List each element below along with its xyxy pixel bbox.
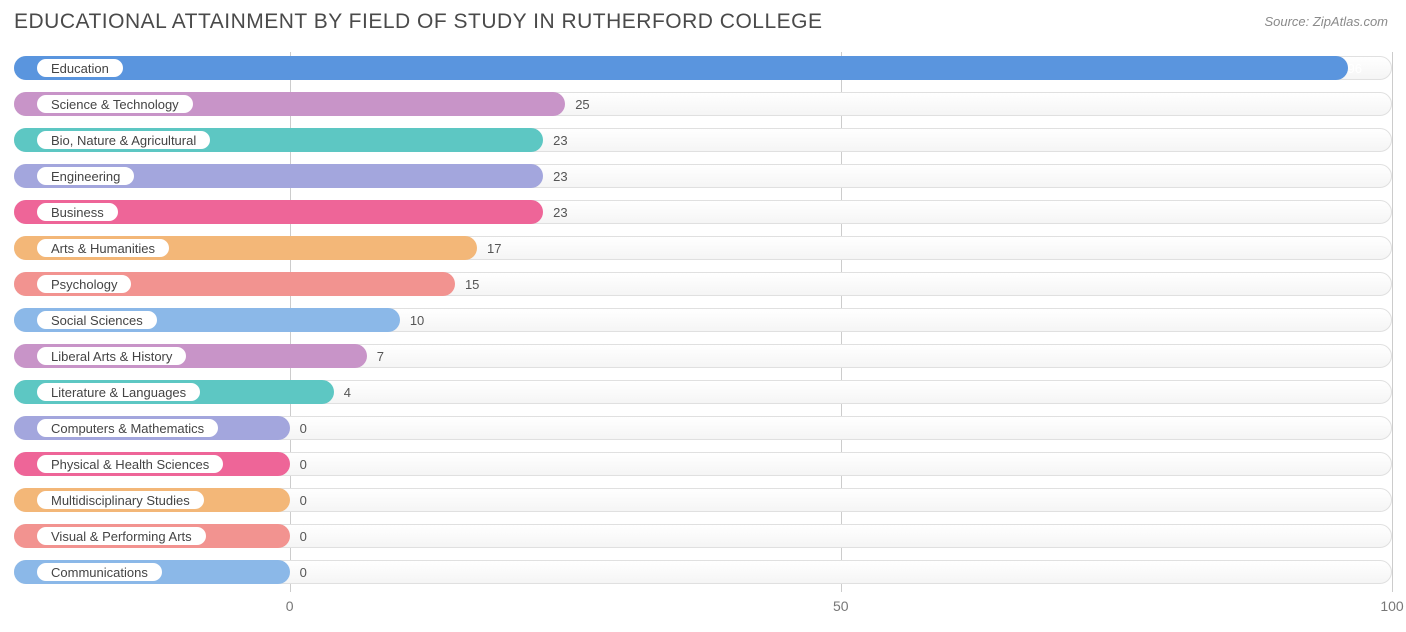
bar-value: 25 [575,88,589,120]
x-axis-tick: 50 [833,598,849,614]
bar-value: 23 [553,160,567,192]
x-axis: 050100 [14,594,1392,622]
bar-label: Bio, Nature & Agricultural [36,130,211,150]
bar-value: 0 [300,520,307,552]
bar-label: Education [36,58,124,78]
bar-label: Communications [36,562,163,582]
bar-label: Engineering [36,166,135,186]
bar-label: Arts & Humanities [36,238,170,258]
bar-value: 17 [487,232,501,264]
bar-row: Computers & Mathematics 0 [14,412,1392,444]
bar-value: 10 [410,304,424,336]
bar-value: 7 [377,340,384,372]
chart-source: Source: ZipAtlas.com [1264,14,1388,29]
bar-row: Literature & Languages 4 [14,376,1392,408]
bar-fill [14,56,1348,80]
bar-label: Science & Technology [36,94,194,114]
bar-row: Communications 0 [14,556,1392,588]
chart-header: EDUCATIONAL ATTAINMENT BY FIELD OF STUDY… [0,0,1406,40]
bar-row: Bio, Nature & Agricultural 23 [14,124,1392,156]
bar-row: Physical & Health Sciences 0 [14,448,1392,480]
gridline [1392,52,1393,592]
bar-row: Visual & Performing Arts 0 [14,520,1392,552]
x-axis-tick: 0 [286,598,294,614]
bar-value: 0 [300,412,307,444]
bar-row: Liberal Arts & History 7 [14,340,1392,372]
chart-plot: Education 96 Science & Technology 25 Bio, Na… [14,52,1392,592]
bar-value: 23 [553,196,567,228]
bar-label: Visual & Performing Arts [36,526,207,546]
bar-value: 4 [344,376,351,408]
bar-row: Psychology 15 [14,268,1392,300]
bar-value: 23 [553,124,567,156]
bar-row: Multidisciplinary Studies 0 [14,484,1392,516]
bar-row: Science & Technology 25 [14,88,1392,120]
x-axis-tick: 100 [1380,598,1403,614]
bar-value: 0 [300,484,307,516]
chart-title: EDUCATIONAL ATTAINMENT BY FIELD OF STUDY… [14,10,823,34]
bar-label: Social Sciences [36,310,158,330]
bar-label: Liberal Arts & History [36,346,187,366]
bar-row: Education 96 [14,52,1392,84]
bar-label: Computers & Mathematics [36,418,219,438]
bar-value: 15 [465,268,479,300]
bar-label: Physical & Health Sciences [36,454,224,474]
bar-row: Business 23 [14,196,1392,228]
bar-row: Engineering 23 [14,160,1392,192]
chart-area: Education 96 Science & Technology 25 Bio, Na… [0,40,1406,622]
bar-label: Multidisciplinary Studies [36,490,205,510]
bar-value: 0 [300,556,307,588]
bar-row: Social Sciences 10 [14,304,1392,336]
bar-row: Arts & Humanities 17 [14,232,1392,264]
bar-label: Literature & Languages [36,382,201,402]
bar-label: Business [36,202,119,222]
bar-value: 0 [300,448,307,480]
bar-label: Psychology [36,274,132,294]
bar-value: 96 [1348,52,1362,84]
